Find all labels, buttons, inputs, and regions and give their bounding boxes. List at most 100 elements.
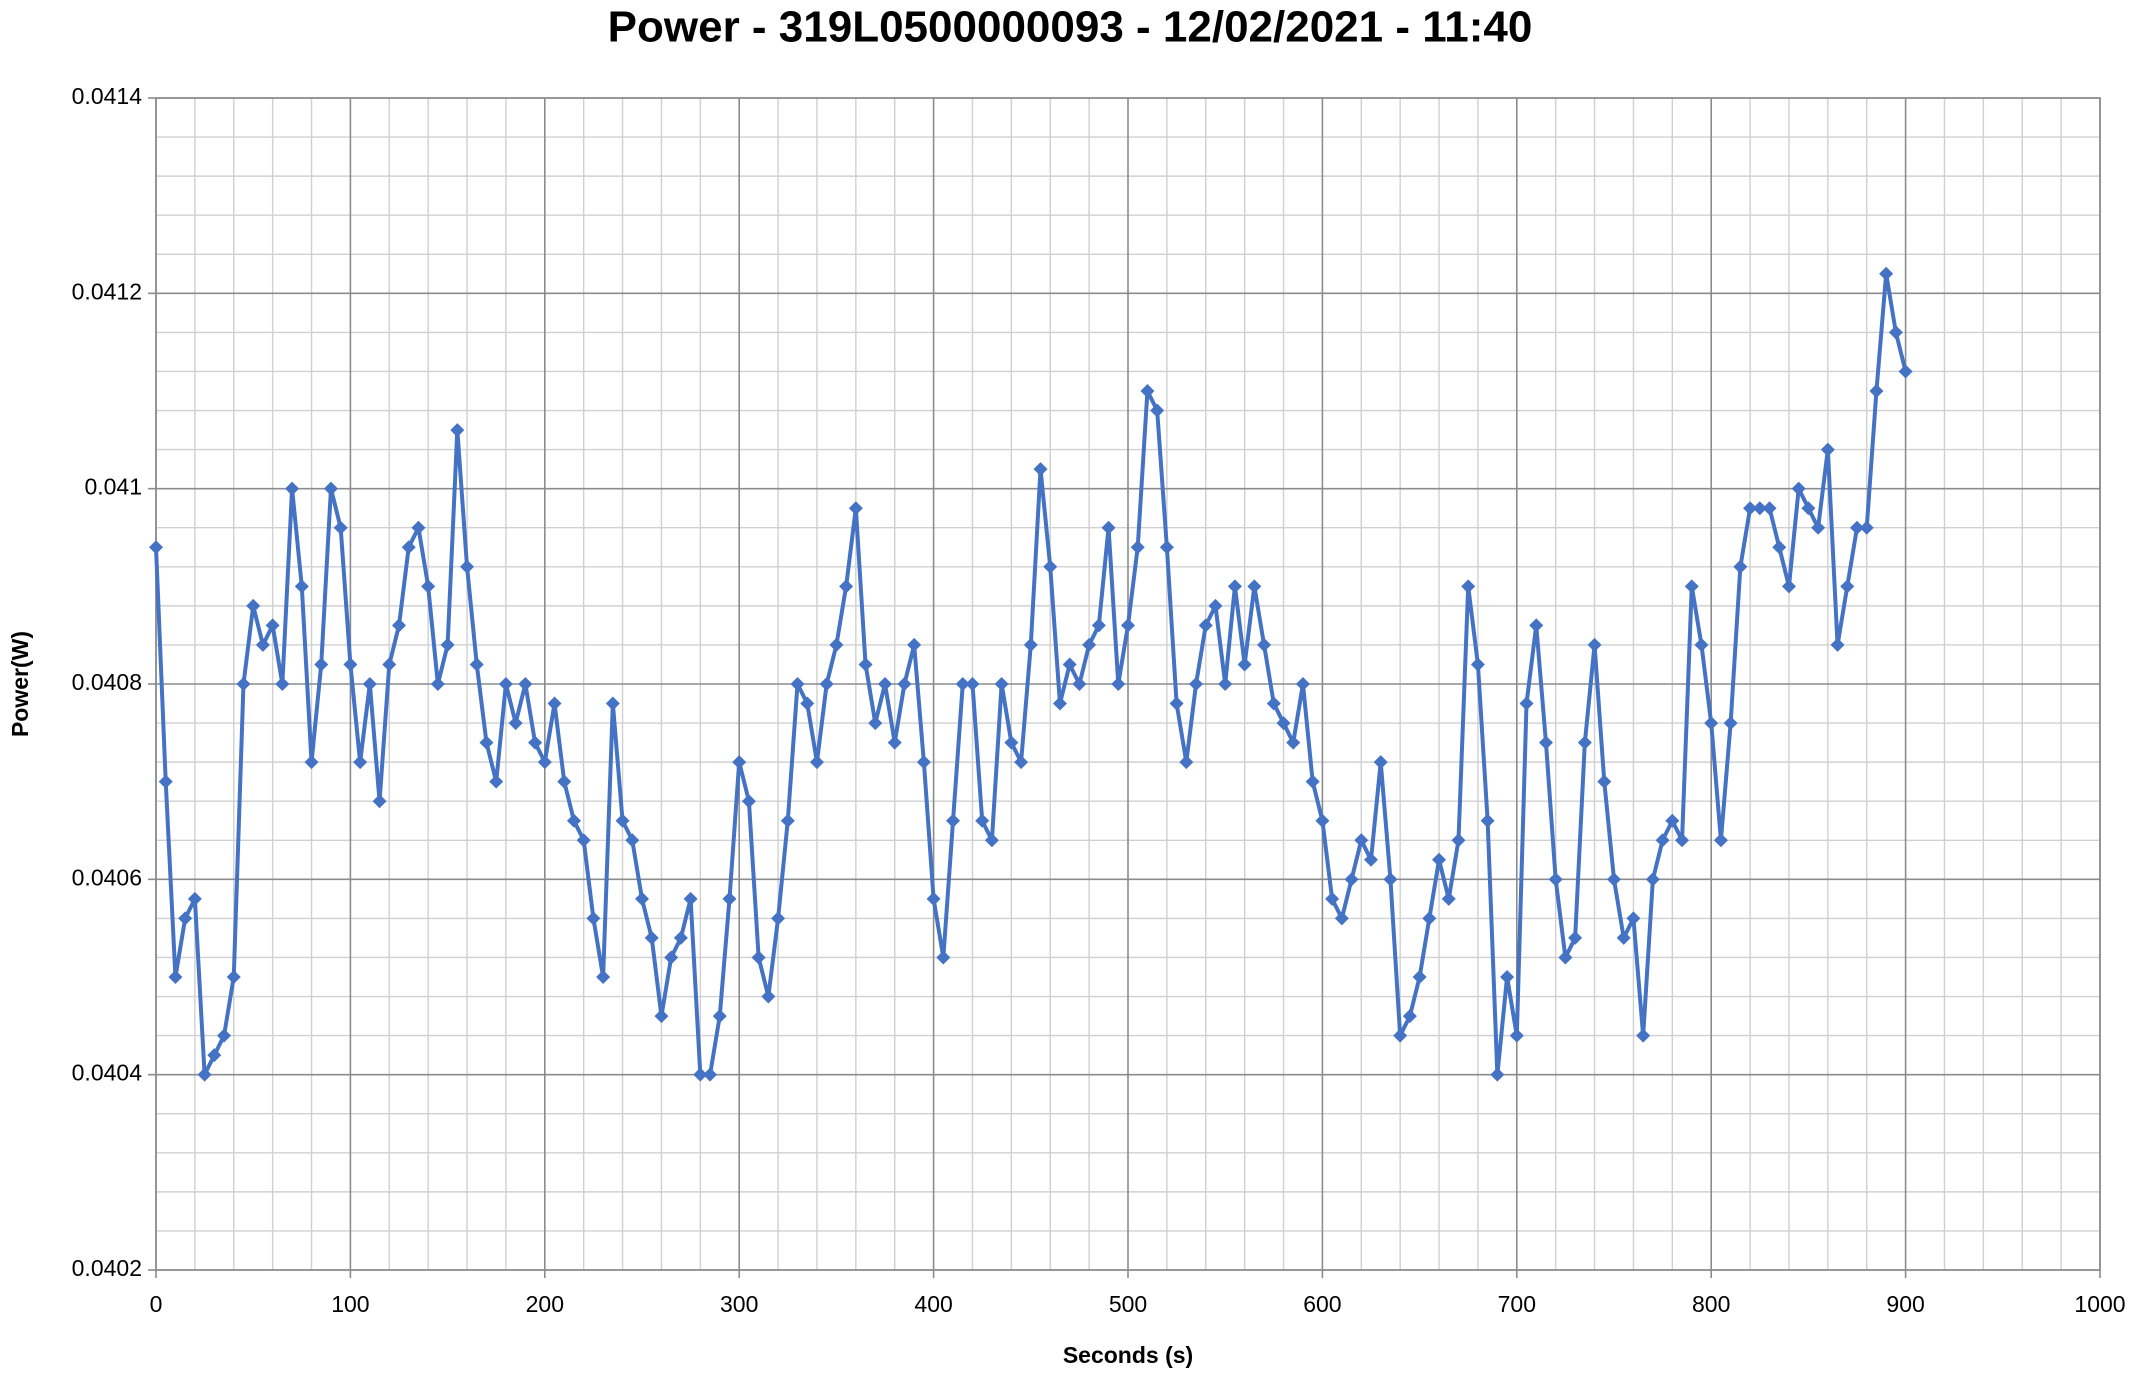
data-point: [246, 598, 261, 613]
data-point: [1111, 677, 1126, 691]
data-point: [1743, 501, 1758, 516]
x-tick-label: 100: [331, 1291, 369, 1317]
data-point: [1470, 657, 1485, 672]
data-point: [1781, 579, 1796, 594]
data-point: [1344, 872, 1359, 887]
data-point: [1402, 1009, 1417, 1024]
data-point: [751, 950, 766, 965]
x-tick-label: 900: [1886, 1291, 1924, 1317]
y-tick-label: 0.0408: [72, 669, 142, 695]
data-point: [809, 755, 824, 770]
data-point: [479, 735, 494, 750]
data-point: [1568, 930, 1583, 945]
x-axis-title: Seconds (s): [1063, 1342, 1193, 1368]
data-point: [1237, 657, 1252, 672]
data-point: [673, 930, 688, 945]
y-tick-label: 0.041: [84, 474, 142, 500]
data-point: [576, 833, 591, 848]
y-tick-label: 0.0404: [72, 1060, 143, 1086]
data-point: [994, 677, 1009, 691]
data-point: [1811, 520, 1826, 535]
data-point: [566, 813, 581, 828]
data-point: [790, 677, 805, 691]
data-point: [187, 891, 202, 906]
plot-border: [155, 97, 2101, 1271]
data-point: [1082, 637, 1097, 652]
data-point: [149, 540, 163, 555]
series-line: [154, 271, 1908, 1077]
data-point: [1364, 852, 1378, 867]
data-point: [489, 774, 504, 789]
data-point: [887, 735, 902, 750]
data-point: [1121, 618, 1135, 633]
data-point: [1577, 735, 1592, 750]
data-point: [1801, 501, 1816, 516]
data-point: [1159, 540, 1174, 555]
data-point: [654, 1009, 669, 1024]
data-point: [421, 579, 436, 594]
data-point: [294, 579, 309, 594]
data-point: [1461, 579, 1476, 594]
data-point: [635, 891, 649, 906]
x-tick-label: 700: [1498, 1291, 1536, 1317]
plot-area: [149, 266, 1913, 1082]
data-point: [605, 696, 620, 711]
data-point: [984, 833, 999, 848]
data-point: [1072, 677, 1087, 691]
data-point: [362, 677, 377, 691]
x-tick-label: 0: [150, 1291, 163, 1317]
data-point: [712, 1009, 727, 1024]
y-tick-label: 0.0414: [72, 83, 143, 109]
data-point: [1859, 520, 1874, 535]
data-point: [771, 911, 786, 926]
y-axis-title: Power(W): [7, 631, 33, 737]
data-point: [1888, 325, 1903, 340]
data-point: [498, 677, 513, 691]
data-point: [1490, 1067, 1505, 1082]
data-point: [955, 677, 970, 691]
data-point: [440, 637, 455, 652]
data-point: [197, 1067, 212, 1082]
data-point: [1558, 950, 1573, 965]
data-point: [1140, 384, 1155, 398]
data-point: [1373, 755, 1388, 770]
data-point: [1636, 1028, 1651, 1043]
data-point: [839, 579, 854, 594]
data-point: [314, 657, 329, 672]
data-point: [537, 755, 552, 770]
data-point: [722, 891, 737, 906]
data-point: [1023, 637, 1038, 652]
data-point: [1286, 735, 1301, 750]
data-point: [1150, 403, 1165, 418]
data-point: [1383, 872, 1398, 887]
data-point: [1208, 598, 1223, 613]
data-point: [1684, 579, 1699, 594]
x-tick-label: 1000: [2074, 1291, 2125, 1317]
data-point: [596, 970, 611, 984]
data-point: [392, 618, 406, 633]
data-point: [430, 677, 445, 691]
data-point: [1509, 1028, 1524, 1043]
data-point: [1334, 911, 1349, 926]
data-point: [1645, 872, 1660, 887]
data-point: [1266, 696, 1281, 711]
data-point: [1500, 970, 1515, 984]
data-point: [1869, 384, 1884, 398]
data-point: [1305, 774, 1320, 789]
chart-title: Power - 319L0500000093 - 12/02/2021 - 11…: [608, 3, 1533, 52]
data-point: [353, 755, 368, 770]
data-point: [741, 794, 756, 809]
data-point: [1733, 559, 1748, 574]
data-point: [1723, 716, 1738, 731]
data-point: [1169, 696, 1184, 711]
data-point: [168, 970, 183, 984]
data-point: [265, 618, 280, 633]
x-tick-label: 200: [526, 1291, 564, 1317]
data-point: [207, 1048, 222, 1063]
data-point: [586, 911, 601, 926]
data-point: [1101, 520, 1116, 535]
data-point: [323, 481, 338, 496]
data-point: [382, 657, 397, 672]
